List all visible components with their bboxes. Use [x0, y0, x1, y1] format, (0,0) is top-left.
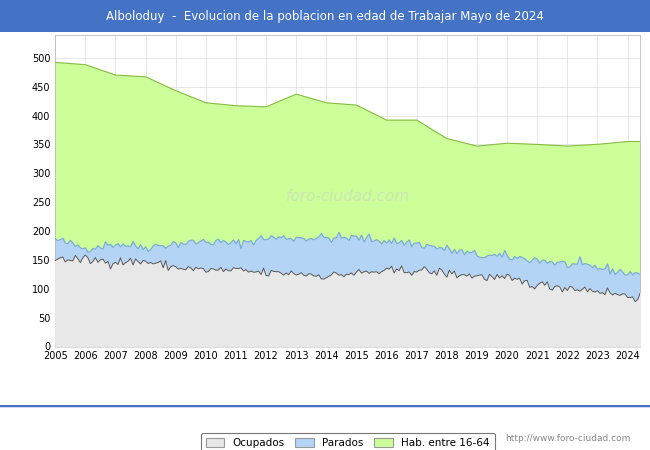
Legend: Ocupados, Parados, Hab. entre 16-64: Ocupados, Parados, Hab. entre 16-64 [200, 433, 495, 450]
Text: Alboloduy  -  Evolucion de la poblacion en edad de Trabajar Mayo de 2024: Alboloduy - Evolucion de la poblacion en… [106, 10, 544, 22]
Text: http://www.foro-ciudad.com: http://www.foro-ciudad.com [505, 434, 630, 443]
Text: foro-ciudad.com: foro-ciudad.com [285, 189, 410, 204]
